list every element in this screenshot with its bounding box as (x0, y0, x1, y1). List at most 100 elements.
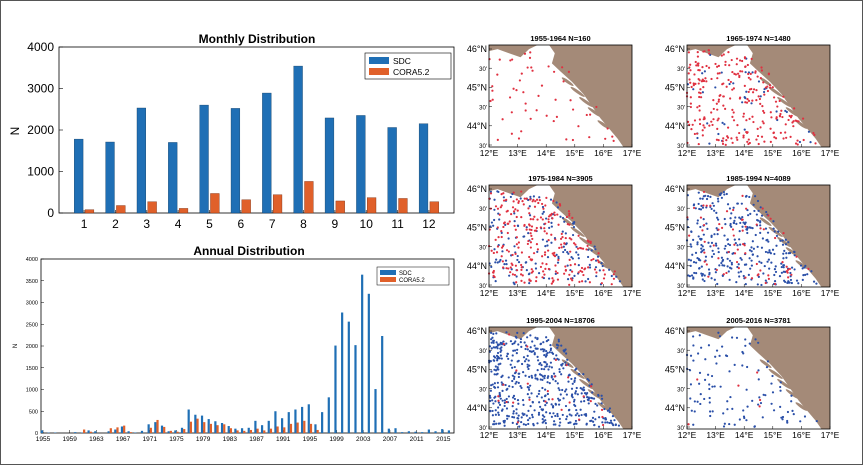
map-point-cora (520, 269, 522, 271)
map-point-cora (551, 213, 553, 215)
map-point-sdc (725, 354, 727, 356)
map-point-sdc (758, 261, 760, 263)
map-point-sdc (609, 411, 611, 413)
map-point-sdc (698, 259, 700, 261)
map-point-sdc (565, 352, 567, 354)
map-point-sdc (694, 410, 696, 412)
map-point-cora (598, 261, 600, 263)
map-point-sdc (495, 365, 497, 367)
map-point-sdc (700, 251, 702, 253)
map-point-cora (762, 110, 764, 112)
map-point-sdc (721, 71, 723, 73)
map-point-cora (717, 118, 719, 120)
map-point-cora (767, 274, 769, 276)
map-point-cora (531, 268, 533, 270)
map-point-sdc (573, 404, 575, 406)
map-point-sdc (723, 234, 725, 236)
map-point-cora (567, 223, 569, 225)
map-point-cora (766, 85, 768, 87)
map-point-sdc (601, 421, 603, 423)
map-point-cora (697, 64, 699, 66)
monthly-bar-sdc (325, 118, 334, 213)
map-point-sdc (504, 399, 506, 401)
annual-bar-cora (83, 430, 85, 433)
map-point-sdc (698, 203, 700, 205)
map-point-cora (590, 400, 592, 402)
map-point-cora (711, 124, 713, 126)
map-point-cora (606, 127, 608, 129)
map-point-sdc (501, 250, 503, 252)
map-point-sdc (730, 212, 732, 214)
map-point-sdc (506, 353, 508, 355)
map-point-sdc (729, 224, 731, 226)
map-point-sdc (729, 217, 731, 219)
map-point-sdc (733, 207, 735, 209)
map-point-sdc (709, 410, 711, 412)
map-point-sdc (506, 355, 508, 357)
map-lon-label: 14°E (537, 148, 556, 158)
map-point-sdc (542, 206, 544, 208)
map-point-cora (569, 401, 571, 403)
map-point-cora (534, 206, 536, 208)
map-point-sdc (777, 230, 779, 232)
map-lat-label: 30' (677, 106, 685, 112)
map-point-cora (535, 280, 537, 282)
map-point-sdc (542, 414, 544, 416)
annual-bar-sdc (201, 416, 203, 433)
map-point-sdc (559, 418, 561, 420)
map-point-sdc (702, 91, 704, 93)
map-point-cora (534, 200, 536, 202)
map-point-cora (699, 79, 701, 81)
map-point-sdc (709, 196, 711, 198)
map-point-cora (557, 259, 559, 261)
map-point-sdc (541, 387, 543, 389)
map-point-sdc (501, 357, 503, 359)
annual-distribution-chart: Annual Distribution N 050010001500200025… (13, 244, 454, 443)
map-point-cora (492, 271, 494, 273)
map-point-sdc (698, 267, 700, 269)
map-point-sdc (731, 408, 733, 410)
map-point-sdc (738, 271, 740, 273)
map-point-sdc (762, 237, 764, 239)
map-point-cora (793, 107, 795, 109)
map-point-sdc (717, 198, 719, 200)
map-point-sdc (790, 400, 792, 402)
map-point-cora (511, 254, 513, 256)
map-point-cora (542, 218, 544, 220)
map-point-sdc (501, 232, 503, 234)
map-lon-label: 13°E (508, 148, 527, 158)
map-point-cora (557, 224, 559, 226)
map-point-cora (688, 235, 690, 237)
map-point-cora (708, 67, 710, 69)
map-point-sdc (699, 197, 701, 199)
map-point-sdc (699, 226, 701, 228)
map-lat-label: 46°N (665, 326, 685, 336)
map-point-sdc (495, 280, 497, 282)
annual-bar-sdc (428, 430, 430, 433)
map-point-cora (516, 198, 518, 200)
annual-bar-sdc (221, 423, 223, 433)
map-point-cora (695, 64, 697, 66)
map-point-sdc (518, 360, 520, 362)
map-point-cora (716, 269, 718, 271)
map-point-cora (774, 283, 776, 285)
map-point-cora (493, 275, 495, 277)
map-point-sdc (618, 424, 620, 426)
map-point-sdc (708, 388, 710, 390)
map-point-sdc (547, 256, 549, 258)
map-point-cora (572, 108, 574, 110)
map-point-sdc (531, 351, 533, 353)
map-point-cora (496, 251, 498, 253)
annual-chart-title: Annual Distribution (193, 244, 304, 258)
map-point-sdc (541, 396, 543, 398)
map-point-sdc (762, 416, 764, 418)
map-point-sdc (593, 411, 595, 413)
map-point-sdc (581, 414, 583, 416)
map-point-sdc (523, 413, 525, 415)
monthly-x-tick-label: 11 (391, 217, 404, 231)
map-point-cora (587, 240, 589, 242)
map-point-sdc (741, 203, 743, 205)
map-point-cora (759, 269, 761, 271)
map-point-cora (528, 212, 530, 214)
map-point-sdc (736, 337, 738, 339)
